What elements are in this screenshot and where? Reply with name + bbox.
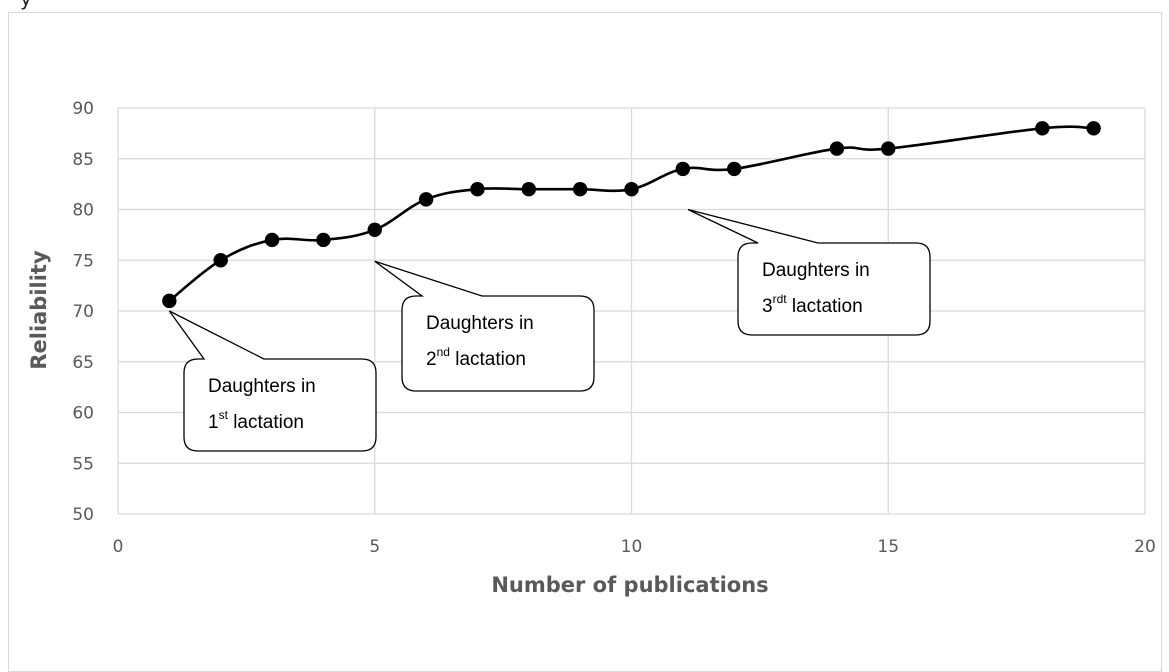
x-tick-label: 10 xyxy=(621,537,643,557)
callout-3: Daughters in 3rdt lactation xyxy=(687,208,931,336)
callout-line2: 2nd lactation xyxy=(426,345,526,370)
x-axis-title: Number of publications xyxy=(491,573,768,597)
y-tick-labels: 50 55 60 65 70 75 80 85 90 xyxy=(72,99,94,525)
y-axis-title: Reliability xyxy=(27,250,51,370)
y-tick-label: 50 xyxy=(72,505,94,525)
callout-line1: Daughters in xyxy=(426,313,534,334)
data-point-11 xyxy=(675,161,691,177)
data-point-8 xyxy=(521,182,536,197)
callout-line2: 3rdt lactation xyxy=(762,292,863,317)
callouts-layer: Daughters in 1st lactation Daughters in 2nd… xyxy=(168,208,931,452)
y-tick-label: 55 xyxy=(72,454,94,474)
data-point-6 xyxy=(418,192,434,207)
gridlines xyxy=(117,107,1146,515)
callout-line1: Daughters in xyxy=(208,376,316,397)
data-point-1 xyxy=(162,293,177,309)
x-tick-label: 20 xyxy=(1134,537,1156,557)
callout-2: Daughters in 2nd lactation xyxy=(374,260,595,392)
y-tick-label: 65 xyxy=(72,353,94,373)
data-point-18 xyxy=(1035,121,1050,136)
callout-line2: 1st lactation xyxy=(208,408,304,433)
data-point-2 xyxy=(213,253,228,268)
data-point-19 xyxy=(1086,121,1101,136)
x-tick-labels: 0 5 10 15 20 xyxy=(113,537,1156,557)
x-tick-label: 0 xyxy=(113,537,124,557)
y-tick-label: 90 xyxy=(72,99,94,119)
series-layer xyxy=(162,121,1101,309)
data-point-14 xyxy=(829,141,845,156)
data-point-7 xyxy=(470,182,485,197)
callout-line1: Daughters in xyxy=(762,260,870,281)
data-point-5 xyxy=(367,222,382,237)
data-point-10 xyxy=(624,182,639,197)
data-point-4 xyxy=(316,232,331,248)
y-tick-label: 85 xyxy=(72,150,94,170)
data-point-15 xyxy=(881,141,896,156)
x-tick-label: 15 xyxy=(877,537,899,557)
y-tick-label: 60 xyxy=(72,404,94,424)
y-tick-label: 75 xyxy=(72,251,94,271)
callout-shape xyxy=(374,260,595,392)
y-tick-label: 80 xyxy=(72,201,94,221)
callout-shape xyxy=(168,310,377,452)
x-tick-label: 5 xyxy=(369,537,380,557)
callout-shape xyxy=(687,208,931,336)
data-point-3 xyxy=(264,232,280,248)
data-point-12 xyxy=(727,161,742,177)
clipped-header-text: y xyxy=(20,0,32,10)
data-point-9 xyxy=(572,182,588,197)
callout-1: Daughters in 1st lactation xyxy=(168,310,377,452)
y-tick-label: 70 xyxy=(72,302,94,322)
